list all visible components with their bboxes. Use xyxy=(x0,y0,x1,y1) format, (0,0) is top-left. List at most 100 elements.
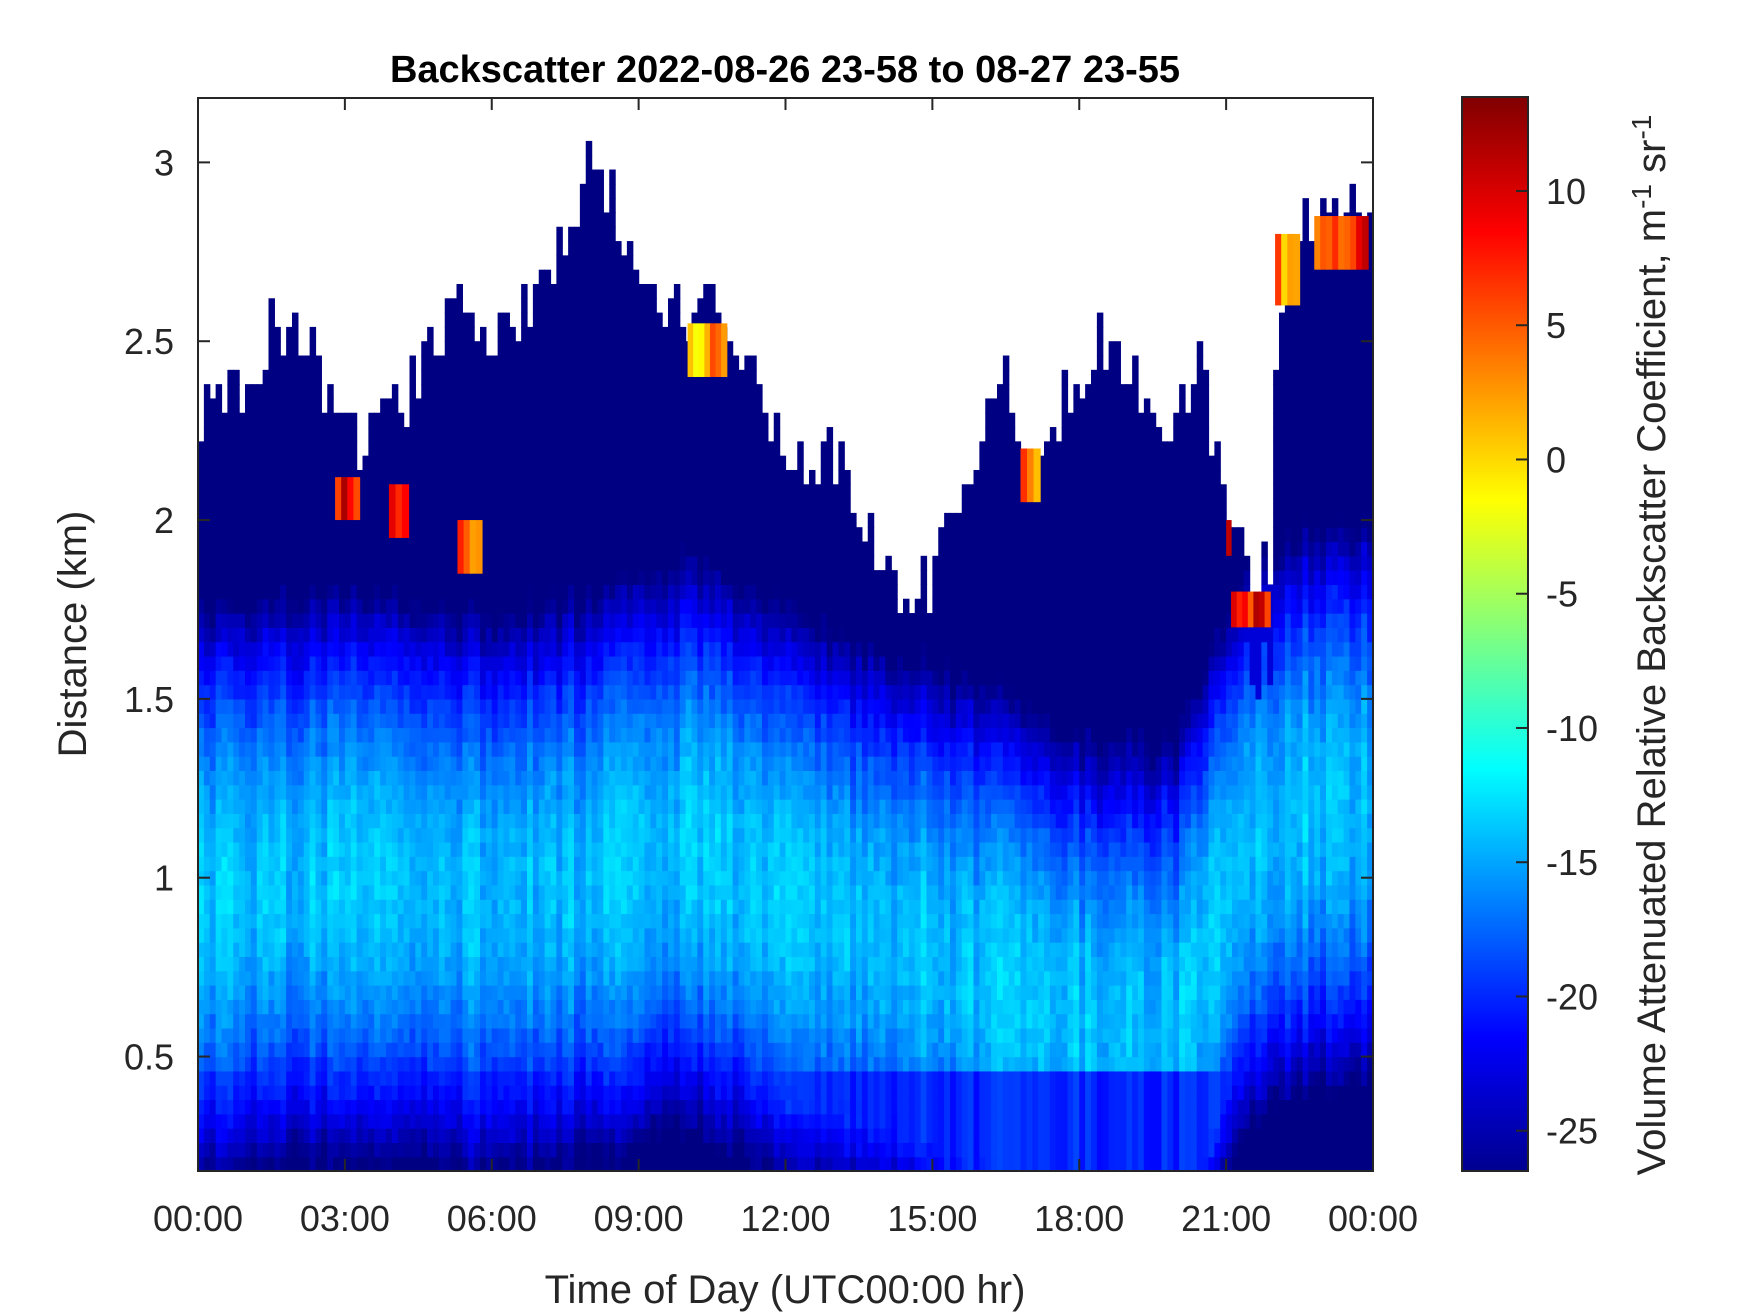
heatmap-cell xyxy=(650,341,657,357)
heatmap-cell xyxy=(315,541,322,557)
heatmap-cell xyxy=(532,956,540,972)
heatmap-cell xyxy=(585,255,593,271)
heatmap-cell xyxy=(562,999,569,1015)
heatmap-cell xyxy=(209,1056,217,1072)
heatmap-cell xyxy=(215,412,223,428)
heatmap-cell xyxy=(462,1070,469,1086)
heatmap-cell xyxy=(327,1042,334,1058)
heatmap-cell xyxy=(245,641,252,657)
heatmap-cell xyxy=(650,1027,657,1043)
heatmap-cell xyxy=(485,698,493,714)
heatmap-cell xyxy=(397,741,405,757)
heatmap-cell xyxy=(215,498,223,514)
heatmap-cell xyxy=(579,1070,587,1086)
heatmap-cell xyxy=(433,698,440,714)
heatmap-cell xyxy=(397,927,405,943)
heatmap-cell xyxy=(438,369,446,385)
heatmap-cell xyxy=(527,598,534,614)
heatmap-cell xyxy=(380,827,387,843)
heatmap-cell xyxy=(356,1027,364,1043)
heatmap-cell xyxy=(562,441,569,457)
heatmap-cell xyxy=(491,1113,499,1129)
heatmap-cell xyxy=(532,756,540,772)
heatmap-cell xyxy=(691,927,698,943)
heatmap-cell xyxy=(433,741,440,757)
heatmap-cell xyxy=(591,670,599,686)
heatmap-cell xyxy=(615,441,622,457)
heatmap-cell xyxy=(268,713,275,729)
heatmap-cell xyxy=(591,1113,599,1129)
heatmap-cell xyxy=(297,484,305,500)
heatmap-cell xyxy=(433,627,440,643)
heatmap-cell xyxy=(585,670,593,686)
heatmap-cell xyxy=(333,999,340,1015)
heatmap-cell xyxy=(556,1027,563,1043)
heatmap-cell xyxy=(480,827,487,843)
heatmap-cell xyxy=(203,713,211,729)
heatmap-cell xyxy=(303,970,311,986)
heatmap-cell xyxy=(556,441,563,457)
heatmap-cell xyxy=(280,1128,287,1143)
heatmap-cell xyxy=(685,398,693,414)
heatmap-cell xyxy=(609,369,616,385)
heatmap-cell xyxy=(356,527,364,543)
heatmap-cell xyxy=(685,756,693,772)
heatmap-cell xyxy=(591,183,599,199)
heatmap-cell xyxy=(650,1128,657,1143)
heatmap-cell xyxy=(562,598,569,614)
heatmap-cell xyxy=(268,1085,275,1101)
heatmap-cell xyxy=(515,784,522,800)
heatmap-cell xyxy=(579,985,587,1000)
heatmap-cell xyxy=(503,899,510,915)
heatmap-cell xyxy=(386,698,393,714)
heatmap-cell xyxy=(450,512,458,528)
heatmap-cell xyxy=(468,1085,475,1101)
heatmap-cell xyxy=(603,884,610,900)
heatmap-cell xyxy=(503,713,510,729)
heatmap-cell xyxy=(262,412,270,428)
heatmap-cell xyxy=(679,770,687,786)
heatmap-cell xyxy=(221,1042,228,1058)
heatmap-cell xyxy=(256,856,264,872)
heatmap-cell xyxy=(638,756,646,772)
heatmap-cell xyxy=(403,570,411,586)
heatmap-cell xyxy=(585,727,593,743)
heatmap-cell xyxy=(462,999,469,1015)
heatmap-cell xyxy=(538,813,546,829)
heatmap-cell xyxy=(462,670,469,686)
heatmap-cell xyxy=(574,813,581,829)
heatmap-cell xyxy=(638,598,646,614)
heatmap-cell xyxy=(456,942,463,957)
heatmap-cell xyxy=(309,1042,317,1058)
heatmap-cell xyxy=(650,670,657,686)
heatmap-cell xyxy=(603,584,610,600)
heatmap-cell xyxy=(474,1042,481,1058)
heatmap-cell xyxy=(497,985,505,1000)
heatmap-cell xyxy=(638,1156,646,1172)
heatmap-cell xyxy=(350,999,358,1015)
heatmap-cell xyxy=(538,870,546,886)
heatmap-cell xyxy=(497,670,505,686)
heatmap-cell xyxy=(268,512,275,528)
heatmap-cell xyxy=(386,427,393,442)
heatmap-cell xyxy=(256,942,264,957)
heatmap-cell xyxy=(292,541,299,557)
heatmap-cell xyxy=(292,884,299,900)
heatmap-cell xyxy=(286,441,293,457)
heatmap-cell xyxy=(503,827,510,843)
heatmap-cell xyxy=(397,727,405,743)
heatmap-cell xyxy=(433,455,440,471)
heatmap-cell xyxy=(233,398,240,414)
heatmap-cell xyxy=(245,655,252,671)
heatmap-cell xyxy=(497,813,505,829)
heatmap-cell xyxy=(297,469,305,485)
heatmap-cell xyxy=(397,813,405,829)
heatmap-cell xyxy=(691,1156,698,1172)
heatmap-cell xyxy=(303,369,311,385)
heatmap-cell xyxy=(227,756,234,772)
heatmap-cell xyxy=(638,999,646,1015)
heatmap-cell xyxy=(597,412,604,428)
heatmap-cell xyxy=(568,870,575,886)
heatmap-cell xyxy=(579,1142,587,1158)
